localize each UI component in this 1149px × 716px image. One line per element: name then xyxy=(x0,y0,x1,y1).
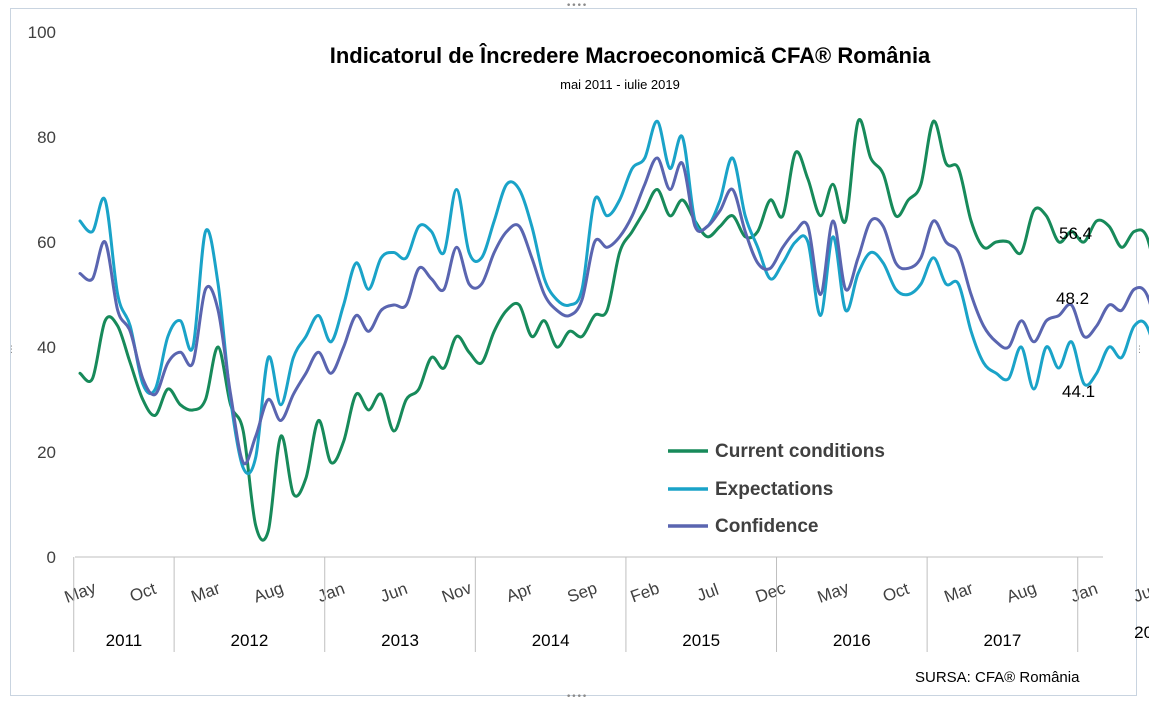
y-tick-label: 40 xyxy=(37,338,56,357)
x-tick-label: Sep xyxy=(565,578,600,606)
x-tick-label: May xyxy=(815,578,852,607)
x-tick-label: May xyxy=(62,578,99,607)
x-tick-label: Jan xyxy=(1068,579,1100,606)
x-axis-month-ticks: May Oct Mar Aug Jan Jun Nov Apr Sep Feb Jul Dec May O… xyxy=(62,578,1149,607)
year-label: 2013 xyxy=(381,631,419,650)
x-tick-label: Aug xyxy=(251,578,286,606)
x-tick-label: Jan xyxy=(315,579,347,606)
y-tick-label: 80 xyxy=(37,128,56,147)
chart-frame xyxy=(10,8,1137,696)
x-tick-label: Aug xyxy=(1004,578,1039,606)
x-tick-label: Dec xyxy=(753,578,788,606)
series-line-expectations xyxy=(78,119,1149,476)
year-label: 2015 xyxy=(682,631,720,650)
legend-label-confidence: Confidence xyxy=(715,516,818,537)
chart-subtitle: mai 2011 - iulie 2019 xyxy=(560,77,680,92)
annotation-current-last: 56.4 xyxy=(1059,224,1092,243)
y-tick-label: 60 xyxy=(37,233,56,252)
y-tick-label: 0 xyxy=(47,548,56,567)
x-tick-label: Nov xyxy=(439,578,474,606)
year-label: 2018 xyxy=(1134,623,1149,642)
x-axis-year-labels: 2011 2012 2013 2014 2015 2016 2017 2018 xyxy=(106,623,1149,650)
series-line-confidence xyxy=(78,156,1149,466)
x-tick-label: Feb xyxy=(628,579,662,607)
x-tick-label: Jun xyxy=(1131,579,1149,606)
series-lines xyxy=(78,118,1149,542)
resize-handle-left[interactable]: ⋮ xyxy=(7,345,16,355)
x-tick-label: Oct xyxy=(880,579,912,606)
year-label: 2014 xyxy=(532,631,570,650)
legend: Current conditions Expectations Confiden… xyxy=(668,441,885,537)
series-line-current-conditions xyxy=(78,118,1149,542)
resize-handle-top[interactable]: •••• xyxy=(566,1,588,11)
y-axis-ticks: 0 20 40 60 80 100 xyxy=(28,23,56,567)
legend-label-expectations: Expectations xyxy=(715,479,833,500)
y-tick-label: 100 xyxy=(28,23,56,42)
legend-label-current: Current conditions xyxy=(715,441,885,462)
year-label: 2016 xyxy=(833,631,871,650)
x-tick-label: Jul xyxy=(694,580,721,605)
resize-handle-right[interactable]: ⋮ xyxy=(1135,345,1144,355)
x-tick-label: Mar xyxy=(189,578,223,606)
source-note: SURSA: CFA® România xyxy=(915,669,1080,686)
resize-handle-bottom[interactable]: •••• xyxy=(566,692,588,702)
year-label: 2012 xyxy=(231,631,269,650)
x-axis-year-dividers xyxy=(73,557,1079,652)
x-tick-label: Jun xyxy=(378,579,410,606)
x-tick-label: Apr xyxy=(504,579,536,606)
year-label: 2017 xyxy=(984,631,1022,650)
annotation-expectations-last: 44.1 xyxy=(1062,382,1095,401)
x-tick-label: Mar xyxy=(942,578,976,606)
year-label: 2011 xyxy=(106,631,143,650)
y-tick-label: 20 xyxy=(37,443,56,462)
chart-title: Indicatorul de Încredere Macroeconomică … xyxy=(330,43,931,68)
x-tick-label: Oct xyxy=(127,579,159,606)
annotation-confidence-last: 48.2 xyxy=(1056,289,1089,308)
